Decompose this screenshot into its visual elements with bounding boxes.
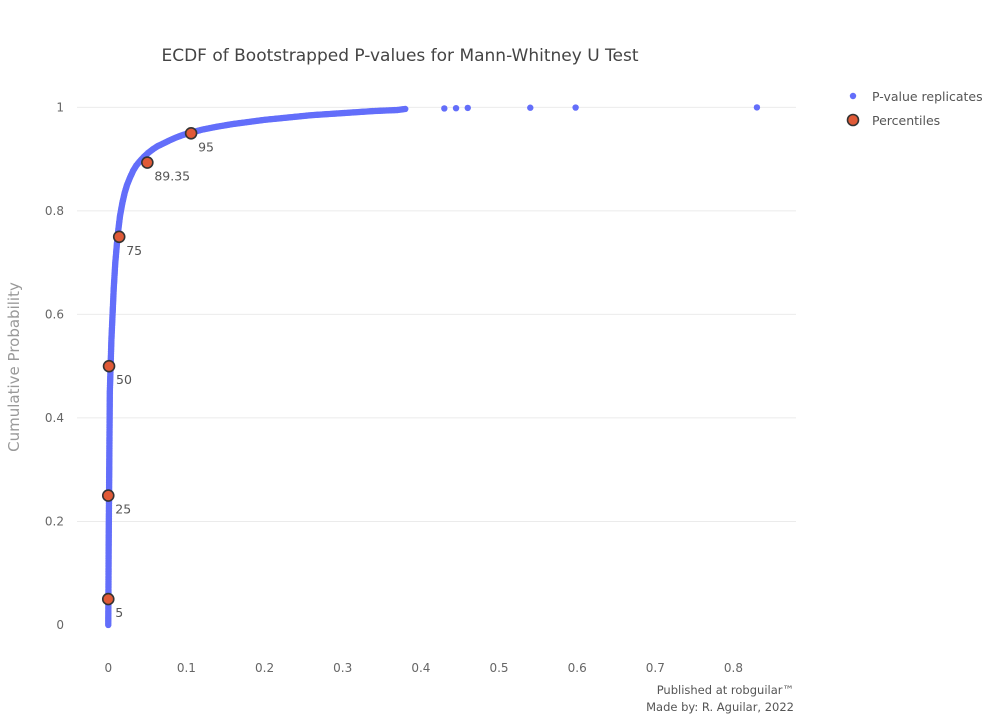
x-tick-label: 0.4 <box>411 661 430 675</box>
legend-percentiles-marker <box>846 113 860 127</box>
footer-credit: Made by: R. Aguilar, 2022 <box>646 700 794 714</box>
replicate-point <box>753 104 761 111</box>
x-tick-label: 0.1 <box>177 661 196 675</box>
replicate-point <box>572 104 579 111</box>
replicates-series <box>105 104 761 629</box>
legend-replicates-marker <box>849 92 857 100</box>
percentile-label: 95 <box>198 139 214 154</box>
percentile-marker <box>101 489 115 502</box>
y-tick-label: 0.6 <box>45 307 64 321</box>
legend-item-replicates[interactable]: P-value replicates <box>849 89 983 104</box>
y-tick-label: 0.2 <box>45 514 64 528</box>
percentile-marker <box>141 156 154 169</box>
replicate-point <box>452 104 460 112</box>
x-axis-ticks: 0 0.1 0.2 0.3 0.4 0.5 0.6 0.7 0.8 <box>104 661 743 675</box>
x-tick-label: 0.8 <box>724 661 743 675</box>
percentile-marker <box>184 126 198 140</box>
percentile-label: 50 <box>116 372 132 387</box>
replicate-point <box>402 105 409 113</box>
gridlines <box>77 106 796 522</box>
percentile-label: 25 <box>115 502 131 517</box>
y-tick-label: 0.4 <box>45 411 64 425</box>
percentile-marker <box>112 230 126 244</box>
x-tick-label: 0.7 <box>646 661 665 675</box>
replicate-point <box>441 105 448 112</box>
footer-published: Published at robguilar™ <box>657 683 794 697</box>
percentile-marker <box>102 359 116 373</box>
x-tick-label: 0.2 <box>255 661 274 675</box>
percentile-marker <box>101 592 115 606</box>
legend-percentiles-label: Percentiles <box>872 113 940 128</box>
y-axis-title: Cumulative Probability <box>5 282 23 452</box>
percentile-label: 5 <box>115 605 123 620</box>
x-tick-label: 0.3 <box>333 661 352 675</box>
y-tick-label: 0.8 <box>45 204 64 218</box>
percentile-label: 75 <box>126 243 142 258</box>
x-tick-label: 0 <box>104 661 112 675</box>
percentile-label: 89.35 <box>154 169 190 184</box>
replicate-point <box>464 104 471 112</box>
x-tick-label: 0.5 <box>489 661 508 675</box>
y-tick-label: 0 <box>56 618 64 632</box>
legend-item-percentiles[interactable]: Percentiles <box>846 113 941 128</box>
y-axis-ticks: 0 0.2 0.4 0.6 0.8 1 <box>45 100 64 632</box>
percentiles-series: 5 25 50 75 89.35 95 <box>101 126 214 620</box>
legend-replicates-label: P-value replicates <box>872 89 983 104</box>
y-tick-label: 1 <box>56 100 64 114</box>
chart-title: ECDF of Bootstrapped P-values for Mann-W… <box>161 46 638 66</box>
x-tick-label: 0.6 <box>568 661 587 675</box>
replicate-point <box>527 104 534 111</box>
legend[interactable]: P-value replicates Percentiles <box>846 89 983 128</box>
